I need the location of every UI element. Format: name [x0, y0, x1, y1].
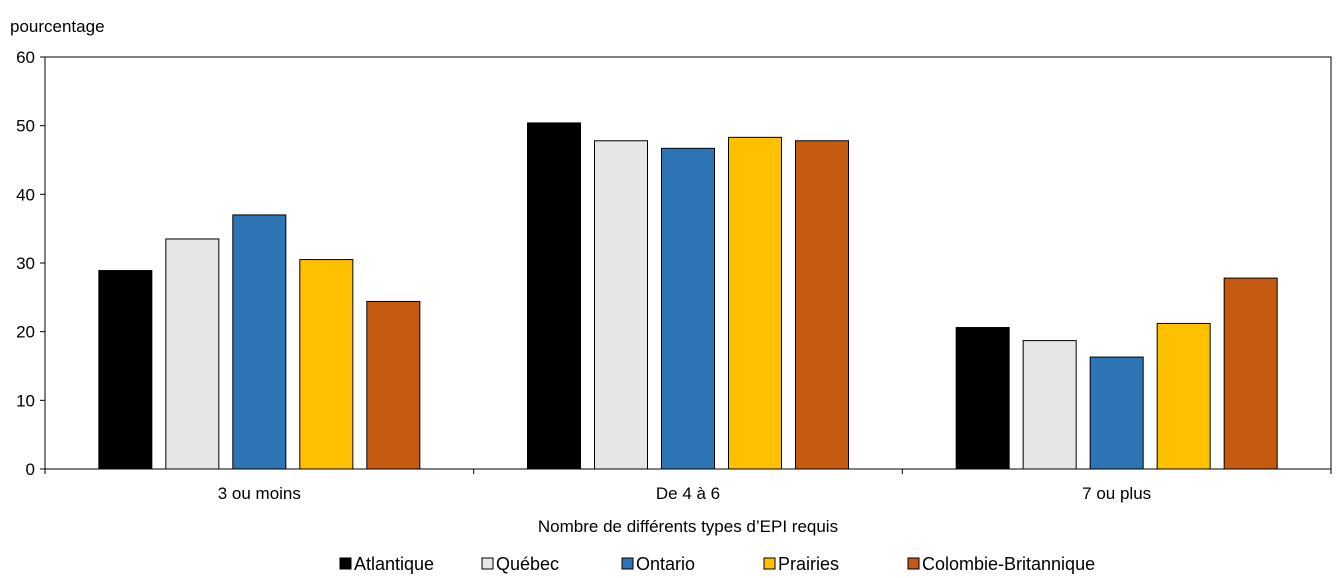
legend-item-prairies: Prairies	[763, 554, 839, 574]
bar-prairies-2	[728, 136, 782, 470]
bar-ontario-3	[1089, 356, 1144, 470]
y-tick-label: 30	[16, 254, 35, 273]
bar-prairies-3	[1156, 322, 1211, 470]
bar-atlantique-2	[527, 122, 581, 470]
y-tick-label: 10	[16, 391, 35, 410]
bar-atlantique-3	[955, 327, 1010, 470]
bar-atlantique-1	[98, 270, 153, 470]
x-axis-title: Nombre de différents types d’EPI requis	[538, 517, 838, 536]
x-tick-label: 3 ou moins	[218, 484, 301, 503]
x-tick-label: 7 ou plus	[1082, 484, 1151, 503]
legend-item-qu-bec: Québec	[481, 554, 559, 574]
bar-qu-bec-1	[165, 238, 220, 470]
bar-prairies-1	[299, 259, 354, 470]
legend-swatch	[763, 557, 776, 570]
bars	[98, 122, 1278, 470]
legend-swatch	[339, 557, 352, 570]
legend-item-ontario: Ontario	[621, 554, 695, 574]
x-tick-label: De 4 à 6	[656, 484, 720, 503]
legend-label: Québec	[496, 554, 559, 574]
y-tick-label: 40	[16, 185, 35, 204]
y-axis: 0 10 20 30 40 50 60	[16, 48, 45, 479]
bar-qu-bec-3	[1022, 340, 1077, 470]
y-axis-title: pourcentage	[10, 17, 105, 36]
y-tick-label: 50	[16, 117, 35, 136]
legend-item-atlantique: Atlantique	[339, 554, 434, 574]
legend-label: Prairies	[778, 554, 839, 574]
legend-label: Colombie-Britannique	[922, 554, 1095, 574]
legend-label: Ontario	[636, 554, 695, 574]
x-axis: 3 ou moins De 4 à 6 7 ou plus	[44, 469, 1332, 503]
bar-ontario-2	[661, 147, 715, 470]
bar-ontario-1	[232, 214, 287, 470]
legend-swatch	[907, 557, 920, 570]
legend-label: Atlantique	[354, 554, 434, 574]
bar-colombie-britannique-3	[1223, 277, 1278, 470]
legend-swatch	[621, 557, 634, 570]
bar-colombie-britannique-1	[366, 300, 421, 470]
bar-qu-bec-2	[594, 140, 648, 470]
bar-colombie-britannique-2	[795, 140, 849, 470]
y-tick-label: 60	[16, 48, 35, 67]
y-tick-label: 20	[16, 323, 35, 342]
plot-area-frame	[44, 56, 1332, 470]
legend-item-colombie-britannique: Colombie-Britannique	[907, 554, 1095, 574]
legend: Atlantique Québec Ontario Prairies Colombie-…	[339, 554, 1095, 574]
legend-swatch	[481, 557, 494, 570]
y-tick-label: 0	[26, 460, 35, 479]
